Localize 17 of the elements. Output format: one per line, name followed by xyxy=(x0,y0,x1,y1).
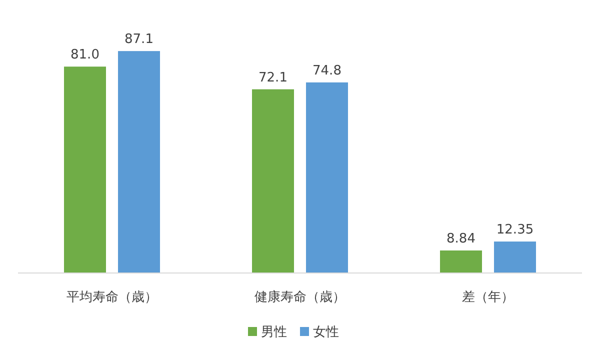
legend-label: 男性 xyxy=(261,325,287,340)
legend-label: 女性 xyxy=(313,325,339,340)
bar xyxy=(64,66,106,273)
x-tick-label: 差（年） xyxy=(462,290,514,305)
x-tick-label: 平均寿命（歳） xyxy=(66,290,158,305)
data-label: 87.1 xyxy=(124,32,154,48)
bar xyxy=(118,51,160,273)
data-label: 81.0 xyxy=(70,48,100,63)
x-tick-label: 健康寿命（歳） xyxy=(254,290,346,305)
bar xyxy=(494,242,536,273)
bar xyxy=(252,89,294,273)
bar xyxy=(306,82,348,273)
data-label: 72.1 xyxy=(258,70,288,86)
bar xyxy=(440,250,482,273)
data-label: 12.35 xyxy=(496,222,534,238)
data-label: 8.84 xyxy=(446,231,476,246)
data-label: 74.8 xyxy=(312,63,342,78)
